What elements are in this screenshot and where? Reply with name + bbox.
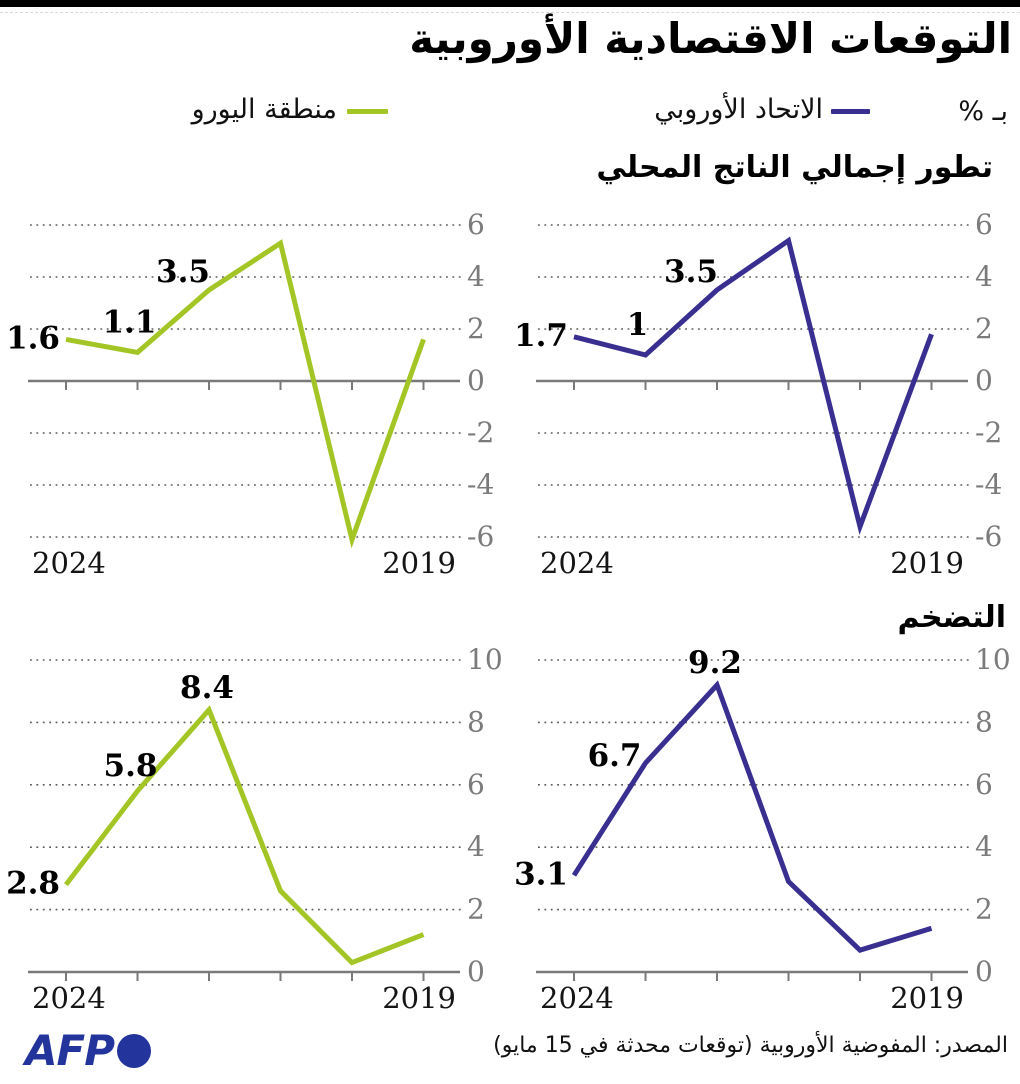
section-title-inflation: التضخم	[897, 600, 1006, 635]
y-tick-label: -6	[975, 520, 1002, 553]
point-label: 8.4	[180, 670, 234, 706]
y-tick-label: 2	[975, 893, 993, 926]
x-axis-label-right: 2019	[382, 546, 456, 580]
x-axis-label-left: 2024	[32, 546, 106, 580]
y-tick-label: -6	[467, 520, 494, 553]
data-line	[65, 239, 426, 549]
y-tick-label: 4	[467, 260, 485, 293]
point-label: 1.6	[6, 320, 60, 356]
y-tick-label: 8	[467, 705, 485, 738]
x-axis-label-right: 2019	[890, 546, 964, 580]
x-axis-label-right: 2019	[890, 981, 964, 1015]
chart-inflation-eurozone: 10 8 6 4 2 0 2.8 5.8 8.4 2024 2019	[6, 643, 503, 1015]
x-axis-label-left: 2024	[32, 981, 106, 1015]
y-tick-label: -4	[467, 468, 494, 501]
point-label: 1	[627, 307, 649, 343]
x-axis-label-left: 2024	[540, 546, 614, 580]
legend-eu-label: الاتحاد الأوروبي	[654, 94, 823, 125]
data-line	[571, 680, 933, 954]
point-label: 3.5	[664, 254, 718, 290]
point-label: 1.7	[514, 318, 568, 354]
y-tick-label: 4	[467, 830, 485, 863]
y-tick-label: 2	[975, 312, 993, 345]
y-tick-label: -2	[975, 416, 1002, 449]
afp-logo-text: AFP	[25, 1026, 115, 1075]
y-tick-label: 0	[975, 955, 993, 988]
y-tick-label: 2	[467, 312, 485, 345]
chart-inflation-eu: 10 8 6 4 2 0 3.1 6.7 9.2 2024 2019	[514, 643, 1011, 1015]
legend-eurozone-label: منطقة اليورو	[191, 94, 337, 125]
y-tick-label: 4	[975, 260, 993, 293]
y-tick-label: 10	[975, 643, 1011, 676]
legend-eurozone-line-swatch	[347, 109, 388, 114]
y-tick-label: 10	[467, 643, 503, 676]
y-tick-label: -4	[975, 468, 1002, 501]
chart-gdp-eurozone: 6 4 2 0 -2 -4 -6 1.6 1.1 3.5 2024 2019	[6, 208, 494, 580]
top-border-bar	[0, 0, 1020, 7]
y-tick-label: 0	[467, 955, 485, 988]
top-hairline	[0, 12, 1020, 13]
y-tick-label: 6	[467, 208, 485, 241]
data-line	[64, 705, 425, 966]
point-label: 9.2	[688, 645, 742, 681]
chart-gdp-eu: 6 4 2 0 -2 -4 -6 1.7 1 3.5 2024 2019	[514, 208, 1002, 580]
y-tick-label: 4	[975, 830, 993, 863]
y-tick-label: 6	[975, 208, 993, 241]
afp-logo: AFP	[25, 1030, 151, 1072]
point-label: 1.1	[103, 304, 157, 340]
y-tick-label: 0	[467, 364, 485, 397]
x-axis-label-left: 2024	[540, 981, 614, 1015]
afp-logo-circle-icon	[116, 1034, 151, 1068]
y-tick-label: 2	[467, 893, 485, 926]
point-label: 3.1	[514, 856, 568, 892]
point-label: 5.8	[104, 748, 158, 784]
y-tick-label: -2	[467, 416, 494, 449]
x-axis-label-right: 2019	[382, 981, 456, 1015]
page-title: التوقعات الاقتصادية الأوروبية	[409, 14, 1012, 63]
y-tick-label: 6	[467, 768, 485, 801]
section-title-gdp: تطور إجمالي الناتج المحلي	[596, 150, 993, 185]
y-tick-label: 6	[975, 768, 993, 801]
source-credit: المصدر: المفوضية الأوروبية (توقعات محدثة…	[493, 1033, 1008, 1058]
point-label: 2.8	[6, 866, 60, 902]
point-label: 3.5	[156, 254, 210, 290]
data-line	[573, 236, 934, 536]
y-tick-label: 0	[975, 364, 993, 397]
y-tick-label: 8	[975, 705, 993, 738]
point-label: 6.7	[588, 738, 642, 774]
legend-eu-line-swatch	[831, 109, 870, 114]
unit-label: بـ %	[958, 96, 1008, 127]
